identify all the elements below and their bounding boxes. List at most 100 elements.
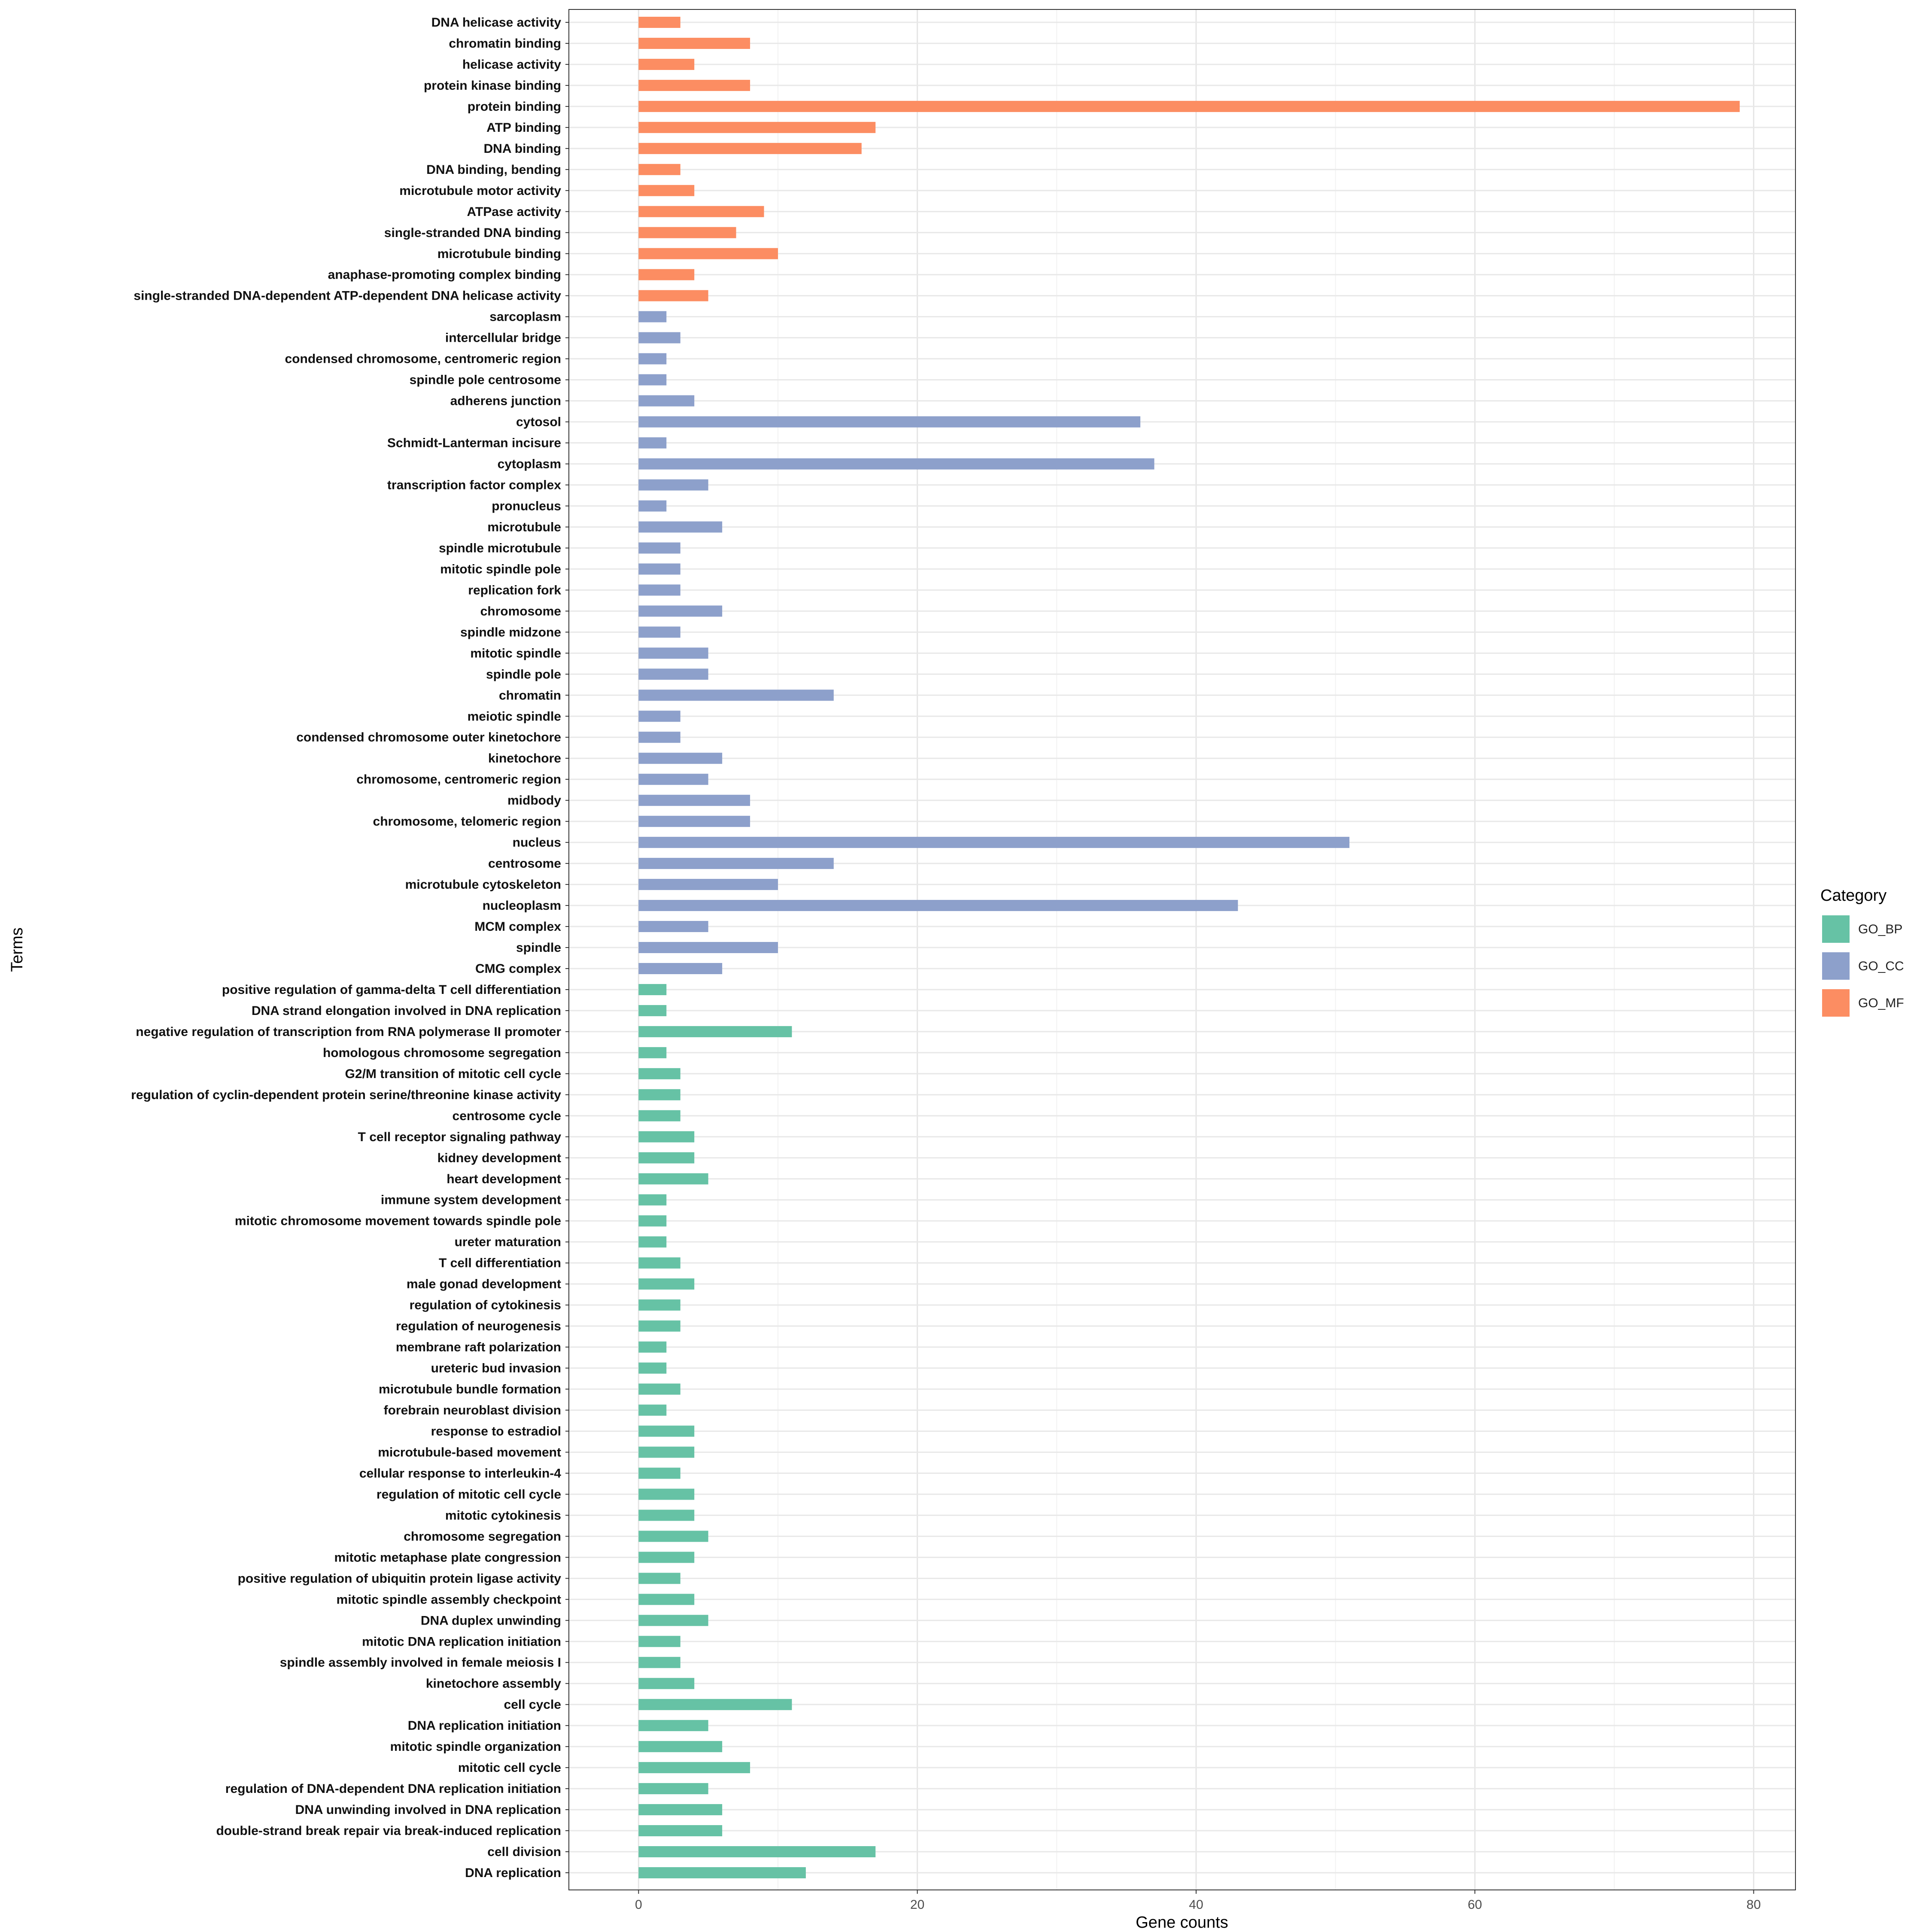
- y-tick-label: mitotic spindle assembly checkpoint: [337, 1592, 561, 1607]
- x-ticks: 0 20 40 60 80: [635, 1890, 1761, 1912]
- bar-go-mf: [638, 58, 695, 70]
- bar-go-cc: [638, 500, 667, 512]
- bar-go-mf: [638, 37, 750, 49]
- y-tick-label: nucleoplasm: [483, 899, 561, 913]
- y-tick-label: pronucleus: [492, 499, 561, 513]
- y-tick-label: DNA binding, bending: [426, 163, 561, 177]
- bar-go-bp: [638, 1215, 667, 1227]
- legend: Category GO_BP GO_CC GO_MF: [1820, 887, 1904, 1017]
- legend-swatch-go-bp: [1822, 915, 1850, 943]
- y-tick-label: ureteric bud invasion: [431, 1361, 561, 1376]
- y-axis-title: Terms: [8, 927, 26, 972]
- bar-go-bp: [638, 1194, 667, 1206]
- y-tick-label: cell division: [487, 1845, 561, 1859]
- bar-go-mf: [638, 79, 750, 91]
- bar-go-cc: [638, 584, 680, 596]
- bar-go-cc: [638, 753, 723, 764]
- plot-frame: [568, 9, 1796, 1890]
- x-axis-title: Gene counts: [1136, 1914, 1228, 1932]
- y-tick-label: Schmidt-Lanterman incisure: [387, 436, 561, 450]
- y-tick-label: spindle microtubule: [439, 541, 561, 555]
- y-tick-label: positive regulation of gamma-delta T cel…: [222, 983, 561, 997]
- y-tick-label: homologous chromosome segregation: [323, 1046, 561, 1060]
- bar-go-bp: [638, 1846, 876, 1858]
- y-tick-label: cytoplasm: [498, 457, 561, 471]
- y-tick-label: MCM complex: [474, 920, 561, 934]
- y-tick-label: protein kinase binding: [424, 79, 561, 93]
- y-tick-label: spindle midzone: [460, 625, 561, 639]
- bar-go-bp: [638, 1362, 667, 1374]
- y-tick-label: DNA replication: [465, 1866, 561, 1880]
- y-tick-label: mitotic spindle: [470, 646, 561, 660]
- y-tick-label: spindle assembly involved in female meio…: [280, 1656, 561, 1670]
- y-tick-label: ATP binding: [486, 121, 561, 135]
- y-tick-label: regulation of DNA-dependent DNA replicat…: [225, 1782, 561, 1796]
- y-tick-label: DNA unwinding involved in DNA replicatio…: [295, 1803, 561, 1817]
- bar-go-bp: [638, 1867, 806, 1878]
- y-tick-label: DNA duplex unwinding: [421, 1613, 561, 1628]
- bar-go-bp: [638, 1173, 708, 1185]
- y-tick-label: centrosome: [488, 857, 561, 871]
- y-tick-label: response to estradiol: [431, 1424, 561, 1438]
- y-tick-label: chromosome, centromeric region: [356, 772, 561, 787]
- bar-go-bp: [638, 1320, 680, 1332]
- bar-go-bp: [638, 1278, 695, 1290]
- bar-go-cc: [638, 311, 667, 322]
- y-tick-label: condensed chromosome, centromeric region: [285, 352, 562, 366]
- bar-go-cc: [638, 816, 750, 827]
- legend-label: GO_BP: [1858, 922, 1902, 936]
- y-tick-label: T cell differentiation: [439, 1256, 561, 1270]
- bar-go-mf: [638, 206, 764, 217]
- y-tick-label: CMG complex: [475, 962, 561, 976]
- y-tick-label: chromosome: [480, 604, 561, 618]
- y-ticks: [565, 22, 569, 1873]
- y-tick-label: kinetochore: [488, 751, 561, 766]
- y-tick-label: single-stranded DNA-dependent ATP-depend…: [134, 289, 561, 303]
- bar-go-bp: [638, 1804, 723, 1816]
- bar-go-bp: [638, 1467, 680, 1479]
- bar-go-cc: [638, 900, 1238, 911]
- bar-go-cc: [638, 942, 778, 953]
- y-tick-label: microtubule motor activity: [399, 184, 561, 198]
- bar-go-bp: [638, 1236, 667, 1248]
- y-tick-label: heart development: [447, 1172, 561, 1186]
- y-tick-label: intercellular bridge: [445, 331, 561, 345]
- bar-go-cc: [638, 479, 708, 491]
- y-tick-label: mitotic spindle organization: [390, 1740, 561, 1754]
- y-tick-labels: DNA helicase activity chromatin binding he…: [131, 15, 561, 1880]
- x-tick-label: 40: [1189, 1898, 1203, 1912]
- bar-go-bp: [638, 1741, 723, 1753]
- y-tick-label: mitotic cell cycle: [458, 1761, 561, 1775]
- bar-go-cc: [638, 921, 708, 933]
- bar-go-bp: [638, 1531, 708, 1542]
- y-tick-label: G2/M transition of mitotic cell cycle: [345, 1067, 561, 1081]
- bar-go-cc: [638, 837, 1350, 848]
- bar-go-bp: [638, 1446, 695, 1458]
- y-tick-label: cytosol: [516, 415, 561, 429]
- y-tick-label: condensed chromosome outer kinetochore: [296, 730, 561, 744]
- y-tick-label: ATPase activity: [467, 205, 561, 219]
- bar-go-mf: [638, 185, 695, 196]
- y-tick-label: positive regulation of ubiquitin protein…: [238, 1571, 562, 1586]
- bar-go-cc: [638, 437, 667, 449]
- y-tick-label: kidney development: [437, 1151, 561, 1165]
- bar-go-bp: [638, 1068, 680, 1079]
- y-tick-label: male gonad development: [407, 1277, 561, 1291]
- y-tick-label: adherens junction: [450, 394, 561, 408]
- bar-go-cc: [638, 542, 680, 554]
- y-tick-label: midbody: [507, 793, 561, 808]
- y-tick-label: ureter maturation: [455, 1235, 561, 1249]
- bar-go-bp: [638, 1657, 680, 1668]
- bar-go-cc: [638, 563, 680, 575]
- y-tick-label: chromatin binding: [449, 36, 561, 51]
- y-tick-label: mitotic DNA replication initiation: [362, 1634, 561, 1649]
- y-tick-label: microtubule bundle formation: [379, 1382, 561, 1397]
- y-tick-label: DNA strand elongation involved in DNA re…: [252, 1004, 561, 1018]
- legend-swatch-go-cc: [1822, 952, 1850, 980]
- y-tick-label: membrane raft polarization: [396, 1340, 561, 1355]
- bar-go-mf: [638, 17, 680, 28]
- bar-go-bp: [638, 1131, 695, 1142]
- legend-label: GO_MF: [1858, 996, 1904, 1010]
- bar-go-cc: [638, 353, 667, 365]
